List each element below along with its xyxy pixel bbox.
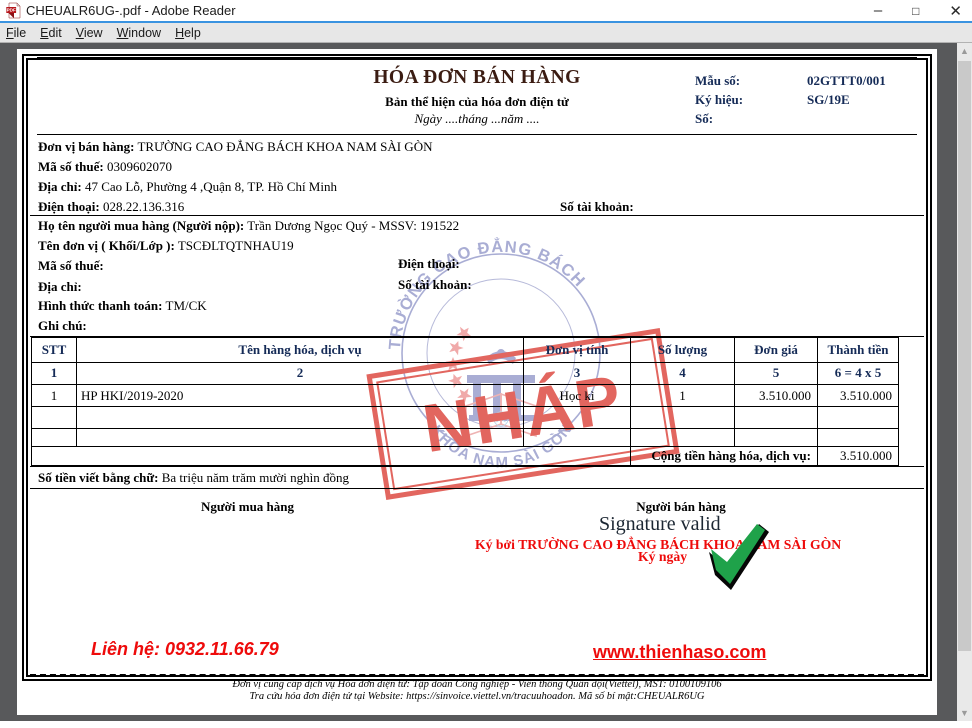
svg-text:TRƯỜNG CAO ĐẲNG BÁCH: TRƯỜNG CAO ĐẲNG BÁCH: [386, 237, 589, 350]
svg-text:PDF: PDF: [7, 8, 16, 13]
